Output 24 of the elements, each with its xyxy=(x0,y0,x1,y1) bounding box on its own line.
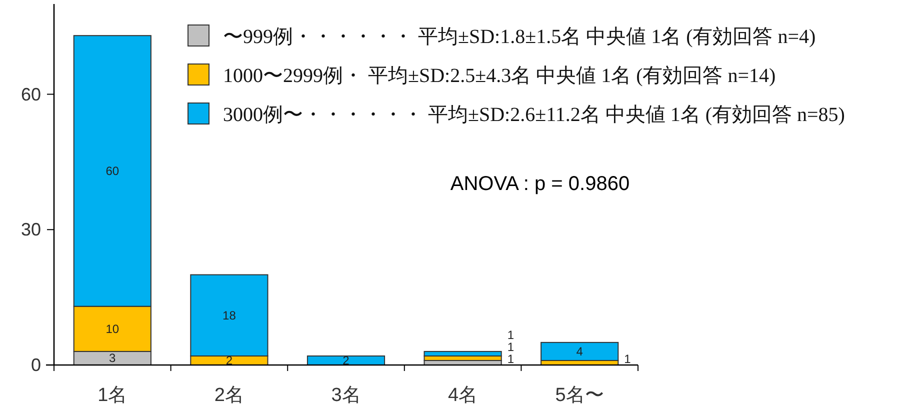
data-label: 1 xyxy=(507,328,514,342)
data-label: 1 xyxy=(507,340,514,354)
x-tick-label: 3名 xyxy=(331,385,361,406)
legend-label: 3000例〜・・・・・・ 平均±SD:2.6±11.2名 中央値 1名 (有効回答 n=85) xyxy=(223,104,845,126)
y-tick-label: 60 xyxy=(20,84,41,104)
y-tick-label: 0 xyxy=(30,355,41,375)
legend-label: 1000〜2999例・ 平均±SD:2.5±4.3名 中央値 1名 (有効回答 n=14) xyxy=(223,65,776,87)
legend-label: 〜999例・・・・・・ 平均±SD:1.8±1.5名 中央値 1名 (有効回答 n=4) xyxy=(223,26,816,48)
data-label: 2 xyxy=(342,353,350,368)
data-label: 3 xyxy=(109,351,116,366)
data-label: 18 xyxy=(222,308,236,322)
x-tick-label: 1名 xyxy=(98,385,128,406)
x-tick-label: 4名 xyxy=(448,385,478,406)
data-label: 60 xyxy=(106,164,120,178)
data-label: 1 xyxy=(507,352,514,366)
x-tick-label: 5名〜 xyxy=(555,385,604,406)
bar xyxy=(540,342,619,361)
data-label: 10 xyxy=(106,322,120,336)
data-label: 2 xyxy=(226,353,233,368)
data-label: 4 xyxy=(576,344,584,358)
y-tick-label: 30 xyxy=(20,220,41,240)
x-tick-label: 2名 xyxy=(214,385,244,406)
data-label: 1 xyxy=(624,352,632,366)
annotation: ANOVA : p = 0.9860 xyxy=(450,173,630,195)
